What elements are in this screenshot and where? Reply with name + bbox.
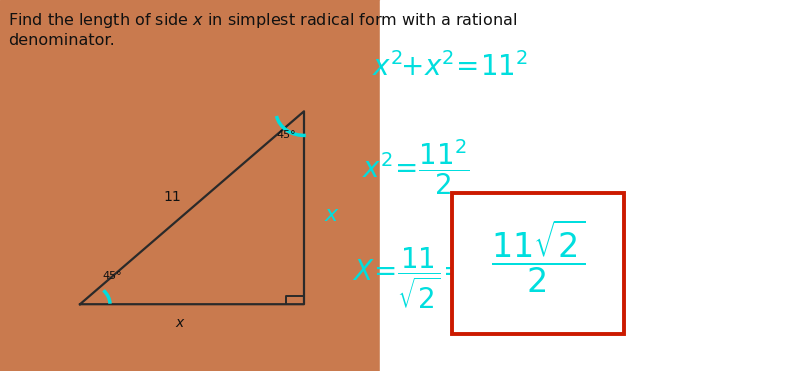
Bar — [380, 0, 800, 371]
Bar — [0, 0, 380, 371]
Text: $x$: $x$ — [324, 205, 340, 225]
Text: 11: 11 — [163, 190, 181, 204]
Text: $\dfrac{11\sqrt{2}}{2}$: $\dfrac{11\sqrt{2}}{2}$ — [491, 217, 585, 295]
Text: 45°: 45° — [102, 272, 122, 281]
Text: Find the length of side $x$ in simplest radical form with a rational
denominator: Find the length of side $x$ in simplest … — [8, 11, 517, 47]
Bar — [452, 193, 624, 334]
Text: $x^2\!\!+\!x^2\!=\!11^2$: $x^2\!\!+\!x^2\!=\!11^2$ — [372, 52, 528, 82]
Text: $X\!=\!\dfrac{11}{\sqrt{2}}\!=$: $X\!=\!\dfrac{11}{\sqrt{2}}\!=$ — [352, 246, 465, 311]
Text: 45°: 45° — [276, 131, 296, 140]
Text: $x^2\!=\!\dfrac{11^2}{2}$: $x^2\!=\!\dfrac{11^2}{2}$ — [362, 137, 469, 197]
Text: $x$: $x$ — [174, 316, 186, 330]
